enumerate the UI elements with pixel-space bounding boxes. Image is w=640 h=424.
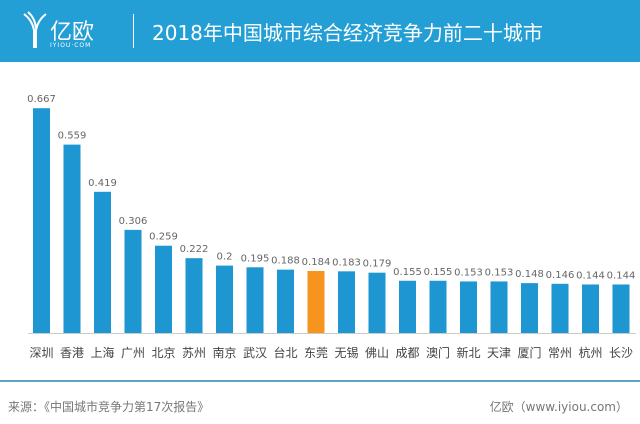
chart-title: 2018年中国城市综合经济竞争力前二十城市 [152,21,543,45]
data-label: 0.559 [58,131,87,142]
bar [33,108,50,333]
bar [63,144,81,333]
logo-icon [23,11,47,48]
category-label: 常州 [548,346,572,360]
data-label: 0.306 [119,216,148,227]
data-label: 0.144 [576,270,605,281]
bar [307,270,325,333]
bar [521,283,538,333]
category-label: 南京 [212,345,236,360]
category-label: 佛山 [365,346,389,360]
bar [216,265,233,333]
bar [460,281,477,333]
source-text: 来源：《中国城市竞争力第17次报告》 [8,400,210,414]
header-divider [133,14,134,48]
footer-divider [0,380,640,382]
data-label: 0.667 [27,94,56,105]
category-label: 成都 [395,346,419,360]
data-label: 0.419 [88,178,117,189]
category-label: 长沙 [609,346,633,360]
bar [399,280,416,333]
bar [429,280,447,333]
category-label: 厦门 [517,345,541,360]
category-label: 苏州 [182,346,206,360]
category-label: 无锡 [334,345,358,360]
bar [582,284,599,333]
bar [612,284,630,333]
bar [155,245,172,333]
category-label: 上海 [90,345,114,360]
data-label: 0.155 [424,267,453,278]
data-label: 0.183 [332,257,361,268]
data-label: 0.153 [485,267,514,278]
category-label: 深圳 [29,346,53,360]
bar-chart: 0.667 深圳 0.559 香港 0.419 上海 0.306 广州 0.259 北京 0.222… [27,94,636,360]
header-banner: 亿欧 IYIOU·COM 2018年中国城市综合经济竞争力前二十城市 [0,0,640,62]
bar [277,269,294,333]
bar [124,229,142,333]
category-label: 新北 [456,345,480,360]
credit-text: 亿欧（www.iyiou.com） [489,400,628,414]
data-label: 0.146 [546,270,575,281]
category-label: 广州 [121,346,145,360]
category-label: 天津 [487,346,511,360]
category-label: 武汉 [243,346,267,360]
data-label: 0.184 [302,257,331,268]
category-label: 杭州 [578,345,602,360]
bar [490,281,508,333]
bar [368,272,386,333]
data-label: 0.155 [393,267,422,278]
data-label: 0.2 [217,252,233,263]
category-label: 台北 [273,345,297,360]
bar [94,191,111,333]
bar [185,258,203,333]
data-label: 0.153 [454,267,483,278]
bar [551,283,569,333]
data-label: 0.179 [363,259,392,270]
data-label: 0.188 [271,256,300,267]
category-label: 东莞 [304,346,328,360]
data-label: 0.259 [149,232,178,243]
logo-subtext: IYIOU·COM [50,42,92,49]
data-label: 0.144 [607,270,636,281]
category-label: 北京 [151,346,175,360]
category-label: 澳门 [426,345,450,360]
data-label: 0.195 [241,253,270,264]
bar [246,267,264,333]
data-label: 0.222 [180,244,209,255]
logo-text: 亿欧 [50,20,95,45]
data-label: 0.148 [515,269,544,280]
category-label: 香港 [60,346,84,360]
bar [338,271,355,333]
